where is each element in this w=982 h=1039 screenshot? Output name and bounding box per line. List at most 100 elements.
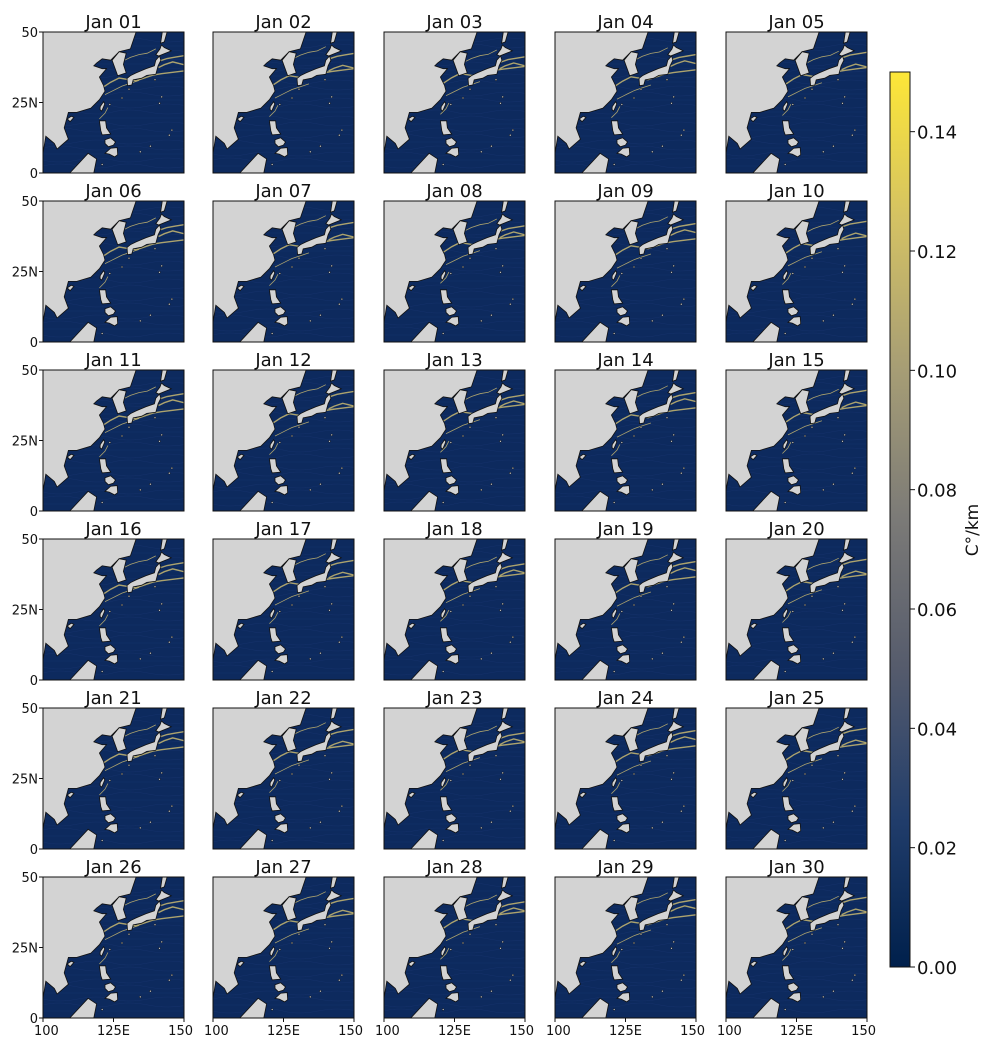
islet	[338, 134, 341, 137]
islet	[682, 804, 686, 808]
land	[496, 213, 514, 226]
y-tick-label: 50	[21, 26, 38, 41]
ocean-texture	[555, 628, 696, 634]
land	[445, 316, 460, 327]
thermal-front	[841, 401, 867, 409]
ocean-texture	[213, 664, 354, 670]
islet	[358, 827, 360, 829]
land	[66, 115, 75, 123]
thermal-front	[274, 421, 310, 437]
land	[281, 558, 297, 584]
colorbar-tick-label: 0.06	[917, 600, 957, 621]
ocean-texture	[726, 628, 867, 634]
islet	[665, 78, 669, 81]
islet	[278, 610, 281, 613]
land	[610, 796, 624, 812]
islet	[509, 472, 512, 475]
land	[638, 224, 674, 256]
land	[104, 316, 119, 327]
land	[439, 965, 453, 981]
land	[66, 622, 75, 630]
islet	[841, 947, 844, 950]
land	[794, 220, 810, 246]
land	[623, 51, 639, 77]
land	[578, 791, 587, 799]
islet	[670, 102, 673, 105]
islet	[822, 995, 825, 999]
land	[501, 32, 509, 44]
thermal-front	[670, 729, 696, 737]
x-tick-label: 125E	[267, 1024, 300, 1039]
land	[838, 720, 856, 733]
land	[155, 720, 173, 733]
islet	[323, 754, 327, 757]
land	[410, 321, 439, 342]
land	[578, 284, 587, 292]
islet	[153, 754, 157, 757]
thermal-front	[158, 230, 184, 238]
land	[445, 654, 460, 665]
land	[611, 776, 618, 788]
islet	[120, 434, 124, 438]
land	[69, 152, 98, 173]
thermal-front	[841, 908, 867, 916]
land	[330, 201, 338, 213]
land	[787, 316, 802, 327]
thermal-front	[499, 62, 525, 70]
map-panel: Jan 22	[212, 688, 360, 850]
land	[126, 900, 162, 932]
islet	[168, 979, 171, 982]
ocean-texture	[555, 966, 696, 972]
ocean-texture	[384, 290, 525, 296]
ocean-texture	[726, 833, 867, 839]
islet	[499, 102, 502, 105]
islet	[153, 78, 157, 81]
islet	[632, 96, 636, 100]
islet	[297, 426, 301, 429]
land	[782, 945, 789, 957]
land	[104, 485, 119, 496]
islet	[832, 652, 835, 655]
thermal-front	[99, 445, 109, 458]
islet	[670, 947, 673, 950]
land	[467, 562, 503, 594]
islet	[139, 319, 142, 323]
islet	[871, 320, 873, 322]
islet	[101, 163, 104, 166]
thermal-front	[328, 390, 354, 398]
islet	[494, 923, 498, 926]
land	[467, 224, 503, 256]
land	[407, 791, 416, 799]
land	[752, 828, 781, 849]
panel-frame	[383, 369, 526, 512]
y-tick-label: 50	[21, 195, 38, 210]
islet	[158, 609, 161, 612]
islet	[511, 973, 515, 977]
islet	[153, 416, 157, 419]
thermal-front	[636, 723, 668, 736]
islet	[509, 134, 512, 137]
x-tick-label: 125E	[97, 1024, 130, 1039]
islet	[639, 595, 643, 598]
islet	[188, 996, 190, 998]
land	[274, 485, 289, 496]
islet	[791, 441, 794, 444]
land	[445, 137, 458, 148]
islet	[851, 810, 854, 813]
land	[296, 55, 332, 87]
land	[838, 44, 856, 57]
ocean-texture	[555, 839, 696, 845]
y-tick-label: 25N	[12, 604, 38, 619]
map-panel: Jan 11 0 25N 50	[12, 350, 185, 520]
thermal-front	[782, 442, 792, 454]
ocean-texture	[726, 1008, 867, 1014]
y-tick-label: 50	[21, 871, 38, 886]
islet	[613, 163, 616, 166]
islet	[836, 754, 840, 757]
islet	[188, 320, 190, 322]
islet	[139, 826, 142, 830]
land	[616, 982, 629, 993]
land	[69, 828, 98, 849]
ocean-texture	[384, 966, 525, 972]
thermal-front	[670, 567, 696, 575]
